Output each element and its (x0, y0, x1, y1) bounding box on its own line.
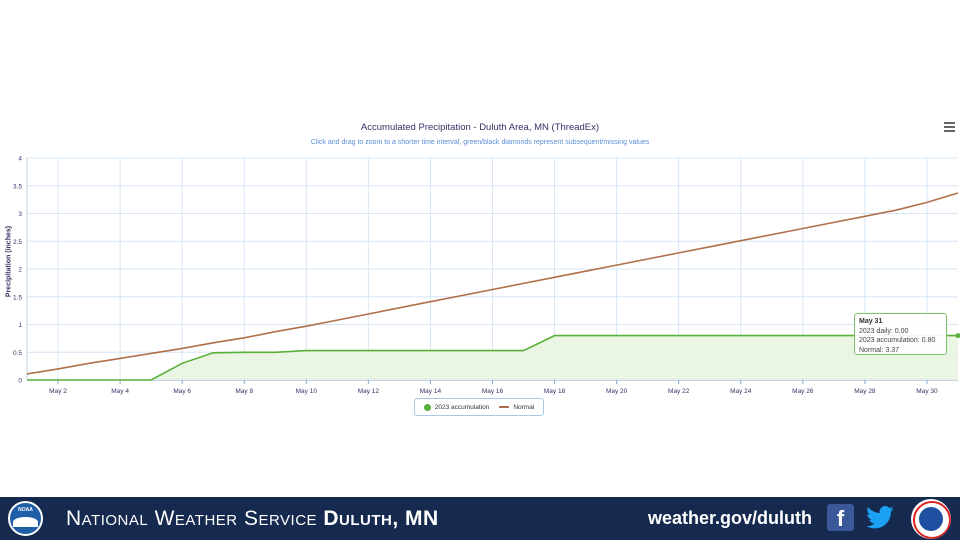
nws-logo (911, 499, 951, 539)
y-tick-label: 2 (18, 267, 22, 274)
y-tick-label: 2.5 (13, 239, 22, 246)
organization-title: National Weather Service Duluth, MN (66, 507, 439, 531)
x-tick-label: May 18 (544, 388, 566, 395)
x-tick-label: May 16 (482, 388, 504, 395)
twitter-icon[interactable] (864, 503, 896, 533)
footer-bar: NOAA National Weather Service Duluth, MN… (0, 497, 960, 540)
x-tick-label: May 2 (49, 388, 67, 395)
x-tick-label: May 22 (668, 388, 690, 395)
legend-label-normal: Normal (513, 403, 535, 411)
y-tick-label: 1 (18, 322, 22, 329)
x-tick-label: May 6 (173, 388, 191, 395)
legend-item-accumulation[interactable]: 2023 accumulation (423, 403, 490, 411)
chart-plot[interactable]: 0 0.5 1 1.5 2 2.5 3 3.5 4 May 2 May 4 May 6 May 8 May… (0, 110, 960, 420)
noaa-logo: NOAA (8, 501, 43, 536)
x-tick-label: May 20 (606, 388, 628, 395)
x-tick-label: May 24 (730, 388, 752, 395)
tooltip-normal: Normal: 3.37 (859, 346, 900, 354)
y-tick-label: 4 (18, 156, 22, 163)
office-name: Duluth, MN (323, 507, 439, 530)
series-line-accumulation (27, 334, 958, 381)
noaa-logo-text: NOAA (18, 507, 33, 513)
tooltip-accumulation: 2023 accumulation: 0.80 (859, 337, 936, 344)
chart-title: Accumulated Precipitation - Duluth Area,… (360, 122, 600, 133)
legend-marker-accumulation (423, 403, 431, 411)
hamburger-menu-icon[interactable] (944, 122, 955, 132)
chart-legend: 2023 accumulation Normal (414, 398, 544, 416)
x-tick-label: May 4 (111, 388, 129, 395)
organization-name: National Weather Service (66, 507, 318, 530)
y-tick-label: 1.5 (13, 294, 22, 301)
x-tick-label: May 26 (792, 388, 814, 395)
chart-tooltip: May 31 2023 daily: 0.00 2023 accumulatio… (854, 313, 947, 355)
legend-item-normal[interactable]: Normal (499, 404, 534, 411)
chart-container: Accumulated Precipitation - Duluth Area,… (0, 110, 960, 420)
tooltip-daily: 2023 daily: 0.00 (859, 327, 909, 335)
y-tick-label: 3.5 (13, 183, 22, 190)
x-tick-label: May 30 (916, 388, 938, 395)
series-area-0 (27, 335, 958, 380)
x-tick-label: May 12 (358, 388, 380, 395)
x-tick-label: May 28 (854, 388, 876, 395)
legend-marker-normal (499, 406, 510, 408)
x-tick-label: May 10 (296, 388, 318, 395)
x-tick-label: May 8 (235, 388, 253, 395)
tooltip-date: May 31 (859, 318, 883, 325)
y-tick-label: 0 (18, 378, 22, 385)
facebook-icon[interactable]: f (827, 504, 854, 531)
x-tick-label: May 14 (420, 388, 442, 395)
hover-point-marker (955, 333, 960, 339)
website-link[interactable]: weather.gov/duluth (648, 508, 813, 528)
y-tick-label: 3 (18, 211, 22, 218)
series-line-normal (26, 192, 959, 375)
legend-label-accumulation: 2023 accumulation (434, 403, 490, 411)
chart-subtitle: Click and drag to zoom to a shorter time… (310, 139, 650, 146)
y-tick-label: 0.5 (13, 350, 22, 357)
